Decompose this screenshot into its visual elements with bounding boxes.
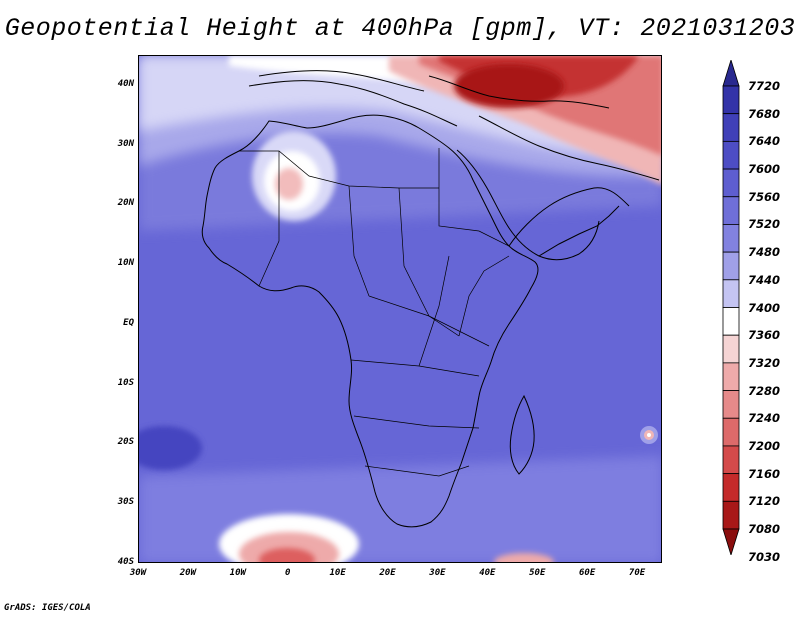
field-south-red (259, 548, 315, 562)
colorbar-label: 7400 (748, 300, 781, 315)
x-tick-label: 50E (529, 568, 546, 578)
colorbar-segment (722, 473, 740, 502)
y-tick-label: 10N (117, 258, 134, 269)
arabia-coast-south (508, 187, 630, 247)
red-sea-arabia (456, 149, 600, 261)
colorbar-segment (722, 196, 740, 225)
coastlines (201, 70, 660, 528)
colorbar-segment (722, 445, 740, 475)
x-tick-label: 20W (179, 568, 197, 578)
turkey-coast (428, 75, 610, 109)
arabia-south (538, 205, 620, 257)
x-tick-label: 70E (628, 568, 646, 578)
border-egypt-sudan (438, 148, 510, 247)
colorbar-label: 7120 (748, 494, 781, 509)
colorbar-segment (722, 307, 740, 336)
x-tick-label: 20E (379, 568, 396, 578)
colorbar-segment (722, 224, 740, 253)
colorbar-label: 7600 (748, 162, 781, 177)
colorbar-label: 7080 (748, 522, 781, 536)
colorbar-segment (722, 500, 740, 530)
colorbar-label: 7480 (748, 245, 781, 260)
border-angola (353, 415, 480, 429)
colorbar-label: 7640 (748, 134, 781, 149)
colorbar-segment (722, 334, 740, 364)
colorbar-segment (722, 417, 740, 447)
colorbar-label: 7030 (748, 549, 781, 564)
colorbar-segment (722, 362, 740, 391)
field-south-pink-east (494, 553, 554, 562)
africa-coast (201, 114, 539, 528)
border-drc-east (418, 255, 450, 367)
field-ridge-west-pink (275, 168, 303, 200)
colorbar-label: 7720 (748, 79, 781, 93)
country-borders (239, 148, 510, 477)
colorbar-label: 7360 (748, 328, 781, 343)
colorbar-label: 7680 (748, 106, 781, 121)
field-dark-blob (139, 426, 202, 470)
y-tick-label: 20S (117, 437, 134, 448)
colorbar-label: 7560 (748, 189, 781, 204)
border-central (368, 295, 490, 347)
colorbar-label: 7520 (748, 217, 781, 232)
border-niger (348, 185, 370, 297)
geopotential-map (139, 56, 661, 562)
colorbar-label: 7200 (748, 438, 781, 453)
x-tick-label: 30E (429, 568, 446, 578)
colorbar-segment (722, 168, 740, 198)
colorbar (722, 60, 740, 555)
colorbar-segment (722, 279, 740, 308)
footer-credit: GrADS: IGES/COLA (4, 603, 91, 613)
x-tick-label: 0 (284, 568, 291, 578)
colorbar-bottom-arrow (722, 528, 740, 555)
x-tick-label: 60E (579, 568, 596, 578)
chart-title: Geopotential Height at 400hPa [gpm], VT:… (4, 14, 796, 43)
x-tick-label: 30W (129, 568, 147, 578)
field-island-core (647, 433, 651, 437)
colorbar-label: 7440 (748, 272, 781, 287)
y-tick-label: 40N (117, 78, 134, 89)
colorbar-segment (722, 85, 740, 115)
colorbar-label: 7160 (748, 466, 781, 481)
border-ethiopia (458, 255, 510, 337)
x-tick-label: 10E (329, 568, 346, 578)
y-tick-label: 30N (117, 138, 134, 149)
map-panel (138, 55, 662, 563)
field-ridge-core (454, 64, 564, 108)
colorbar-segment (722, 113, 740, 142)
y-tick-label: 40S (117, 557, 134, 567)
x-tick-label: 40E (479, 568, 496, 578)
border-sahara-1 (239, 150, 439, 189)
madagascar (509, 394, 535, 475)
y-tick-label: EQ (123, 317, 134, 328)
colorbar-segment (722, 390, 740, 419)
colorbar-segment (722, 140, 740, 170)
border-mali (258, 151, 280, 287)
colorbar-label: 7320 (748, 355, 781, 370)
europe-south (258, 70, 425, 92)
y-tick-label: 20N (117, 198, 134, 209)
y-tick-label: 10S (117, 377, 134, 388)
persia-coast (478, 115, 660, 181)
border-chad (398, 187, 460, 337)
border-namibia-sa (364, 465, 470, 477)
colorbar-label: 7280 (748, 383, 781, 398)
x-tick-label: 10W (229, 568, 246, 578)
colorbar-segment (722, 251, 740, 281)
colorbar-top-arrow (722, 60, 740, 87)
mediterranean-south (248, 80, 458, 127)
colorbar-label: 7240 (748, 411, 781, 426)
y-tick-label: 30S (117, 497, 134, 508)
